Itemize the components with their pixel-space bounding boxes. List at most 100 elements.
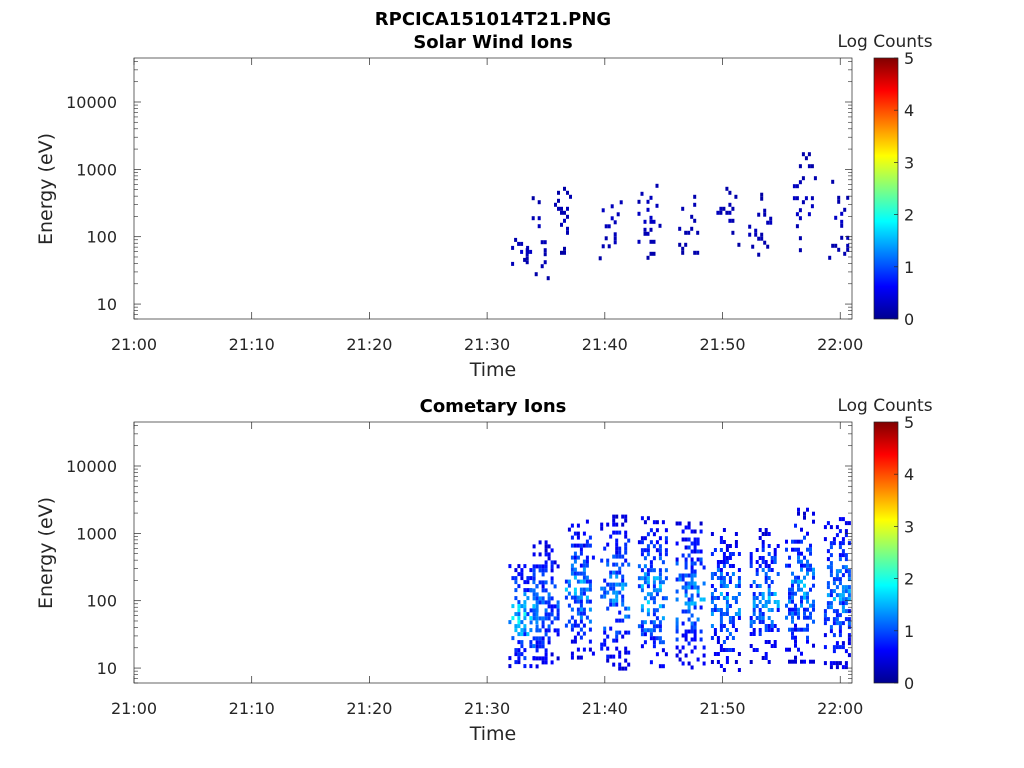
- spectrogram-cell: [538, 644, 542, 649]
- spectrogram-cell: [640, 620, 644, 625]
- spectrogram-cell: [652, 600, 656, 605]
- spectrogram-cell: [800, 659, 803, 664]
- spectrogram-cell: [699, 597, 703, 602]
- spectrogram-cell: [612, 582, 616, 587]
- spectrogram-cell: [588, 587, 592, 592]
- x-tick-label: 21:10: [229, 699, 275, 718]
- spectrogram-cell: [693, 605, 697, 610]
- spectrogram-cell: [725, 556, 729, 560]
- spectrogram-cell: [773, 592, 777, 596]
- spectrogram-cell: [797, 615, 800, 620]
- spectrogram-cell: [582, 631, 586, 636]
- spectrogram-cell: [773, 600, 777, 604]
- spectrogram-cell: [550, 604, 554, 609]
- spectrogram-cell: [835, 645, 839, 650]
- spectrogram-cell: [770, 568, 774, 572]
- spectrogram-cell: [838, 577, 842, 582]
- spectrogram-cell: [693, 194, 697, 199]
- spectrogram-cell: [544, 648, 548, 653]
- spectrogram-cell: [544, 656, 548, 661]
- spectrogram-cell: [791, 591, 794, 596]
- spectrogram-cell: [734, 544, 738, 548]
- spectrogram-cell: [538, 600, 542, 605]
- spectrogram-cell: [684, 557, 688, 562]
- spectrogram-cell: [731, 596, 735, 600]
- spectrogram-cell: [681, 633, 685, 638]
- spectrogram-cell: [752, 620, 756, 624]
- spectrogram-cell: [610, 204, 614, 209]
- spectrogram-cell: [803, 511, 806, 516]
- spectrogram-cell: [643, 640, 647, 645]
- spectrogram-cell: [615, 582, 619, 587]
- spectrogram-cell: [547, 596, 551, 601]
- spectrogram-cell: [544, 616, 548, 621]
- spectrogram-cell: [767, 616, 771, 620]
- spectrogram-cell: [838, 593, 842, 598]
- spectrogram-cell: [764, 580, 768, 584]
- spectrogram-cell: [535, 636, 539, 641]
- spectrogram-cell: [585, 539, 589, 544]
- spectrogram-cell: [731, 648, 735, 652]
- spectrogram-cell: [791, 547, 794, 552]
- spectrogram-cell: [624, 558, 628, 563]
- spectrogram-cell: [649, 540, 653, 545]
- spectrogram-cell: [690, 593, 694, 598]
- spectrogram-cell: [794, 603, 797, 608]
- spectrogram-cell: [564, 595, 568, 600]
- spectrogram-cell: [658, 544, 662, 549]
- colorbar-tick-label: 2: [904, 206, 914, 225]
- spectrogram-cell: [837, 199, 841, 204]
- spectrogram-cell: [713, 652, 717, 656]
- spectrogram-cell: [618, 530, 622, 535]
- spectrogram-cell: [618, 610, 622, 615]
- spectrogram-cell: [841, 597, 845, 602]
- spectrogram-cell: [835, 569, 839, 574]
- spectrogram-cell: [603, 638, 607, 643]
- spectrogram-cell: [843, 251, 847, 256]
- spectrogram-cell: [612, 522, 616, 527]
- spectrogram-cell: [681, 577, 685, 582]
- spectrogram-cell: [658, 568, 662, 573]
- spectrogram-cell: [655, 592, 659, 597]
- spectrogram-cell: [794, 639, 797, 644]
- spectrogram-cell: [764, 624, 768, 628]
- spectrogram-cell: [544, 580, 548, 585]
- spectrogram-cell: [806, 615, 809, 620]
- spectrogram-cell: [838, 529, 842, 534]
- spectrogram-cell: [547, 552, 551, 557]
- spectrogram-cell: [760, 192, 764, 197]
- spectrogram-cell: [576, 579, 580, 584]
- spectrogram-cell: [841, 641, 845, 646]
- spectrogram-cell: [566, 206, 569, 211]
- spectrogram-cell: [829, 541, 833, 546]
- spectrogram-cell: [832, 661, 836, 666]
- spectrogram-cell: [637, 199, 641, 204]
- spectrogram-cell: [646, 576, 650, 581]
- spectrogram-cell: [757, 236, 761, 241]
- spectrogram-cell: [797, 627, 800, 632]
- spectrogram-cell: [576, 611, 580, 616]
- spectrogram-cell: [835, 641, 839, 646]
- spectrogram-cell: [837, 247, 841, 252]
- spectrogram-cell: [543, 248, 547, 253]
- spectrogram-cell: [710, 636, 714, 640]
- spectrogram-cell: [652, 576, 656, 581]
- spectrogram-cell: [702, 653, 706, 658]
- spectrogram-cell: [722, 612, 726, 616]
- spectrogram-cell: [541, 572, 545, 577]
- spectrogram-cell: [544, 612, 548, 617]
- spectrogram-cell: [725, 210, 729, 215]
- spectrogram-cell: [838, 621, 842, 626]
- spectrogram-cell: [758, 584, 762, 588]
- spectrogram-cell: [655, 520, 659, 525]
- spectrogram-cell: [719, 206, 723, 211]
- spectrogram-cell: [684, 565, 688, 570]
- spectrogram-cell: [579, 655, 583, 660]
- spectrogram-cell: [806, 599, 809, 604]
- spectrogram-cell: [643, 580, 647, 585]
- spectrogram-cell: [529, 249, 533, 254]
- spectrogram-cell: [788, 607, 791, 612]
- spectrogram-cell: [749, 584, 753, 588]
- spectrogram-cell: [661, 640, 665, 645]
- spectrogram-cell: [675, 629, 679, 634]
